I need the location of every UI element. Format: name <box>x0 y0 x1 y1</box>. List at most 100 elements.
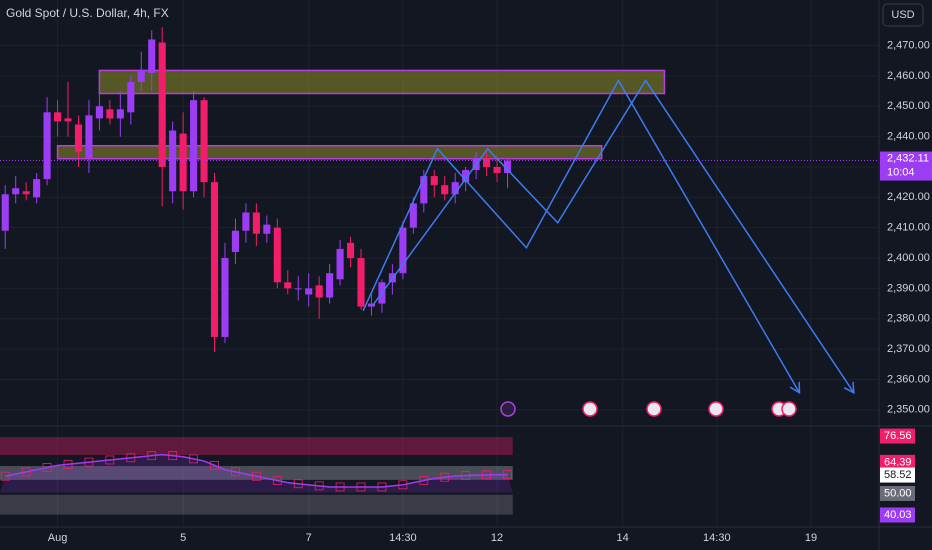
candle-body <box>357 258 365 307</box>
candle-body <box>451 182 459 195</box>
candle-body <box>284 282 292 289</box>
candle-body <box>179 133 187 192</box>
candle-body <box>74 124 83 152</box>
projection-line <box>362 78 801 394</box>
y-tick-label: 2,370.00 <box>887 343 930 355</box>
candle-body <box>33 179 41 198</box>
candle-body <box>305 288 313 295</box>
indicator-label-box <box>880 467 915 483</box>
candle-body <box>263 224 271 234</box>
candle-body <box>221 258 229 337</box>
indicator-box <box>0 471 10 481</box>
y-tick-label: 2,400.00 <box>887 252 930 264</box>
indicator-label: 40.03 <box>884 509 912 521</box>
candle-body <box>158 42 166 167</box>
indicator-box <box>210 460 219 470</box>
candle-body <box>190 100 198 192</box>
chart-title: Gold Spot / U.S. Dollar, 4h, FX <box>6 6 169 20</box>
indicator-box <box>272 476 282 485</box>
candle-body <box>462 170 470 183</box>
x-tick-label: 5 <box>180 532 186 544</box>
indicator-label: 64.39 <box>884 456 912 468</box>
candle-body <box>252 212 260 234</box>
indicator-box <box>21 467 31 477</box>
currency-button[interactable] <box>882 3 924 27</box>
candle-body <box>273 227 281 283</box>
indicator-label-box <box>880 485 915 501</box>
x-tick-label: 12 <box>491 532 503 544</box>
indicator-box <box>419 476 429 485</box>
candle-body <box>326 273 334 298</box>
y-tick-label: 2,460.00 <box>887 70 930 82</box>
candle-body <box>346 242 355 259</box>
candle-body <box>106 109 114 119</box>
candle-body <box>503 160 512 174</box>
candle-body <box>22 191 30 195</box>
candle-body <box>493 166 501 174</box>
candle-body <box>95 106 103 119</box>
x-tick-label: 14:30 <box>389 532 417 544</box>
countdown-label: 10:04 <box>887 166 915 178</box>
candle-body <box>12 188 20 195</box>
indicator-label: 58.52 <box>884 469 912 481</box>
candle-body <box>1 194 9 231</box>
candle-body <box>127 81 135 113</box>
event-markers <box>500 401 797 417</box>
axes: 2,350.00 2,360.00 2,370.00 2,380.00 2,390.00… <box>48 39 932 544</box>
candle-body <box>137 69 145 82</box>
y-tick-label: 2,350.00 <box>887 404 930 416</box>
candle-body <box>483 157 491 167</box>
indicator-label-box <box>880 507 915 523</box>
candle-body <box>430 176 438 186</box>
x-tick-label: 14 <box>617 532 629 544</box>
indicator-box <box>251 471 261 481</box>
event-marker[interactable] <box>500 401 516 417</box>
arrowhead <box>789 381 801 395</box>
indicator-band <box>0 494 513 515</box>
candle-body <box>294 288 302 290</box>
event-marker[interactable] <box>781 401 797 417</box>
candle-body <box>420 176 428 204</box>
indicator-area <box>0 454 513 493</box>
candle-body <box>43 112 51 180</box>
event-marker[interactable] <box>708 401 724 417</box>
candle-body <box>231 230 240 252</box>
current-price-box <box>880 151 932 181</box>
price-zone <box>56 144 603 160</box>
price-zone <box>98 69 666 95</box>
x-tick-label: 7 <box>306 532 312 544</box>
candle-body <box>200 100 208 183</box>
candle-body <box>242 212 250 231</box>
candle-body <box>409 203 417 228</box>
y-tick-label: 2,390.00 <box>887 282 930 294</box>
event-marker[interactable] <box>646 401 662 417</box>
indicator-box <box>231 467 240 477</box>
indicator-pane <box>0 437 513 515</box>
y-tick-label: 2,450.00 <box>887 100 930 112</box>
candle-body <box>367 303 376 307</box>
drawings <box>362 78 855 395</box>
x-tick-label: 14:30 <box>703 532 731 544</box>
candle-body <box>148 39 156 73</box>
candle-body <box>336 248 344 280</box>
candle-body <box>64 118 72 122</box>
event-marker[interactable] <box>582 401 598 417</box>
y-tick-label: 2,440.00 <box>887 131 930 143</box>
indicator-box <box>189 454 198 464</box>
y-tick-label: 2,360.00 <box>887 373 930 385</box>
currency-label: USD <box>891 9 914 21</box>
indicator-label: 76.56 <box>884 430 912 442</box>
indicator-label-box <box>880 454 915 470</box>
candle-body <box>85 115 93 158</box>
indicator-band <box>0 437 513 456</box>
y-tick-label: 2,420.00 <box>887 191 930 203</box>
arrowhead <box>843 381 855 395</box>
y-tick-label: 2,470.00 <box>887 39 930 51</box>
y-tick-label: 2,410.00 <box>887 222 930 234</box>
candle-body <box>399 227 407 274</box>
x-tick-label: Aug <box>48 532 68 544</box>
current-price-label: 2,432.11 <box>887 152 929 164</box>
indicator-line <box>5 453 508 488</box>
